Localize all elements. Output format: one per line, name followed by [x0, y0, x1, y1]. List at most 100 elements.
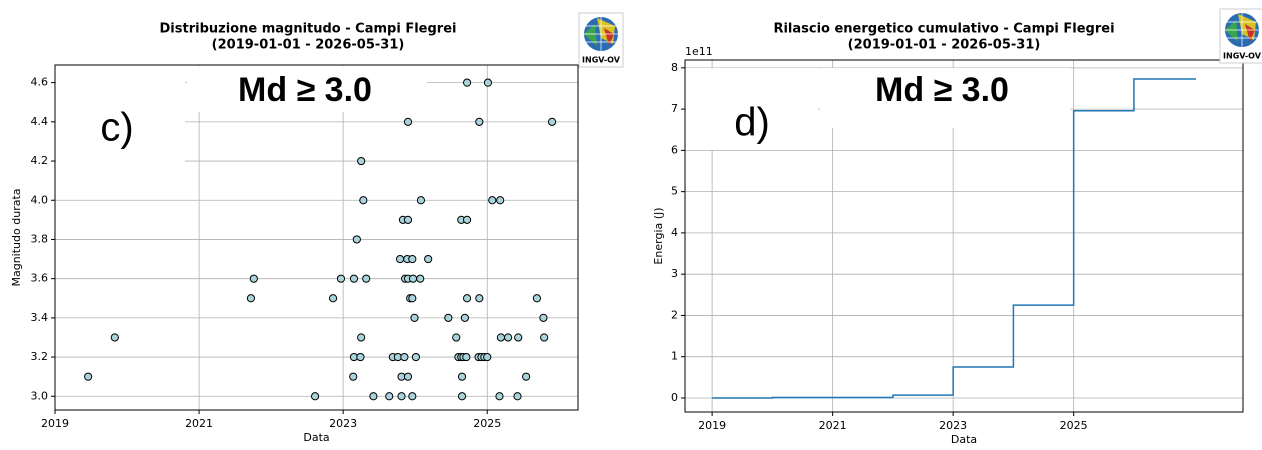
annotation: d) [734, 101, 770, 145]
point [336, 274, 346, 283]
point [496, 196, 505, 205]
point [369, 392, 378, 401]
annotation: c) [100, 106, 133, 150]
y-tick-label: 3.0 [31, 389, 49, 402]
logo-land [1245, 24, 1255, 42]
point [395, 254, 405, 264]
y-tick-label: 3.6 [31, 272, 49, 285]
logo-grid [1225, 13, 1259, 47]
annotation-box [686, 68, 818, 150]
line-series [712, 78, 1196, 399]
y-tick-label: 3.4 [31, 311, 49, 324]
y-tick-label: 3 [671, 267, 678, 280]
point [408, 254, 417, 264]
y-tick-label: 5 [671, 185, 678, 198]
y-tick-label: 1 [671, 350, 678, 363]
point [488, 196, 497, 205]
point [403, 117, 413, 126]
logo-land [1225, 20, 1238, 42]
point [475, 117, 484, 126]
logo-text: INGV-OV [582, 56, 621, 65]
point [349, 274, 359, 283]
y-tick-label: 4 [671, 226, 678, 239]
point [457, 372, 467, 381]
point [246, 294, 256, 303]
point [522, 372, 531, 381]
offset-text: 1e11 [685, 45, 713, 58]
point [416, 274, 425, 283]
annotation: Md ≥ 3.0 [875, 71, 1009, 109]
point [310, 392, 320, 401]
x-axis-label: Data [303, 431, 329, 444]
y-tick-label: 4.6 [31, 76, 49, 89]
point [475, 294, 484, 303]
point [532, 294, 542, 303]
point [462, 352, 471, 362]
point [356, 352, 365, 362]
point [462, 215, 472, 224]
point [397, 392, 406, 401]
x-tick-label: 2021 [185, 417, 213, 430]
annotation-box [187, 66, 427, 112]
point [249, 274, 258, 283]
annotation-box [820, 68, 1070, 128]
logo: INGV-OV [1219, 8, 1262, 64]
chart-title: Rilascio energetico cumulativo - Campi F… [773, 22, 1114, 37]
point [496, 333, 506, 342]
logo-text: INGV-OV [1223, 52, 1262, 61]
point [359, 196, 368, 205]
point [547, 117, 557, 126]
point [84, 372, 93, 381]
point [362, 274, 371, 283]
plot-frame [54, 64, 579, 411]
point [452, 333, 461, 342]
point [514, 333, 523, 342]
logo-land [584, 24, 597, 46]
x-tick-label: 2023 [329, 417, 357, 430]
y-tick-label: 4.4 [31, 115, 49, 128]
y-tick-label: 2 [671, 308, 678, 321]
x-tick-label: 2019 [41, 417, 69, 430]
logo-land [604, 28, 614, 46]
chart-subtitle: (2019-01-01 - 2026-05-31) [212, 38, 405, 53]
point [513, 392, 522, 401]
point [504, 333, 513, 342]
y-tick-label: 6 [671, 143, 678, 156]
y-tick-label: 0 [671, 391, 678, 404]
point [416, 196, 426, 205]
point [349, 372, 358, 381]
y-tick-label: 8 [671, 61, 678, 74]
point [444, 313, 453, 322]
x-tick-label: 2021 [819, 419, 847, 432]
point [483, 78, 493, 87]
point [411, 352, 421, 362]
point [495, 392, 504, 401]
logo: INGV-OV [578, 12, 624, 68]
point [483, 352, 492, 362]
point [457, 392, 467, 401]
annotation-box [56, 66, 185, 166]
chart-title: Distribuzione magnitudo - Campi Flegrei [160, 22, 457, 37]
chart-subtitle: (2019-01-01 - 2026-05-31) [848, 38, 1041, 53]
point [328, 294, 338, 303]
point [385, 392, 394, 401]
point [410, 313, 419, 322]
y-tick-label: 3.8 [31, 232, 49, 245]
point [357, 333, 366, 342]
point [408, 392, 417, 401]
annotation: Md ≥ 3.0 [238, 71, 372, 109]
point [539, 313, 548, 322]
point [357, 156, 366, 166]
point [408, 294, 417, 303]
y-axis-label: Energia (J) [652, 207, 665, 264]
point [408, 274, 418, 283]
point [352, 235, 361, 244]
point [110, 333, 119, 342]
point [403, 372, 413, 381]
x-tick-label: 2023 [939, 419, 967, 432]
point [460, 313, 469, 322]
y-tick-label: 3.2 [31, 350, 49, 363]
x-axis-label: Data [951, 433, 977, 446]
point [424, 254, 433, 264]
